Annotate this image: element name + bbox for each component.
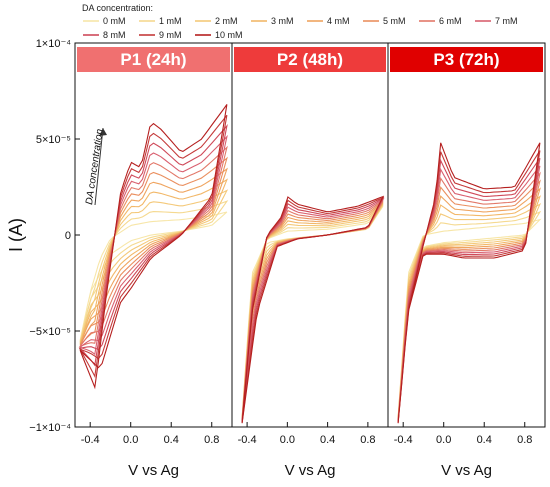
legend-entry-label: 10 mM	[215, 30, 243, 40]
cv-curve-4mM	[241, 201, 384, 420]
y-tick-label: −1×10⁻⁴	[29, 422, 71, 434]
cv-curve-10mM	[79, 104, 228, 390]
cv-curve-7mM	[78, 134, 228, 356]
cv-curve-0mM	[397, 218, 542, 418]
x-tick-label: 0.4	[477, 434, 492, 446]
cv-curve-2mM	[79, 189, 229, 343]
legend-entry-label: 6 mM	[439, 16, 462, 26]
panel-curves	[397, 142, 542, 424]
x-tick-label: 0.8	[360, 434, 375, 446]
x-tick-label: 0.4	[164, 434, 179, 446]
legend-title: DA concentration:	[82, 3, 153, 13]
x-tick-label: 0.8	[204, 434, 219, 446]
cv-curve-10mM	[397, 142, 541, 424]
x-axis-label: V vs Ag	[128, 462, 179, 479]
panel-title: P3 (72h)	[433, 50, 499, 69]
panel-title-banner	[234, 47, 386, 72]
x-tick-label: 0.8	[517, 434, 532, 446]
panel-1: P1 (24h) -0.4 0.0 0.4 0.8 V vs Ag DA concentra…	[74, 42, 233, 479]
legend-entry-label: 7 mM	[495, 16, 518, 26]
cv-curve-9mM	[397, 150, 541, 423]
cv-curve-8mM	[397, 157, 541, 423]
legend-entry-label: 0 mM	[103, 16, 126, 26]
cv-curve-3mM	[397, 195, 541, 420]
legend-entry-label: 2 mM	[215, 16, 238, 26]
x-tick-label: -0.4	[81, 434, 100, 446]
y-axis-label: I (A)	[6, 218, 26, 252]
cv-curve-0mM	[241, 205, 384, 418]
cv-curve-10mM	[241, 195, 385, 424]
x-tick-label: -0.4	[394, 434, 413, 446]
y-tick-label: 1×10⁻⁴	[36, 38, 72, 50]
panel-title-banner	[77, 47, 230, 72]
legend-entry-label: 1 mM	[159, 16, 182, 26]
x-tick-label: 0.0	[280, 434, 295, 446]
y-tick-label: 5×10⁻⁵	[36, 134, 71, 146]
legend-entry-label: 4 mM	[327, 16, 350, 26]
legend-entry-label: 9 mM	[159, 30, 182, 40]
cv-curve-8mM	[241, 197, 385, 423]
cv-curve-6mM	[78, 145, 228, 348]
panel-title: P2 (48h)	[277, 50, 343, 69]
annotation-arrow	[94, 127, 104, 206]
cv-curve-5mM	[397, 179, 541, 421]
cv-curve-5mM	[79, 156, 228, 346]
cv-curve-3mM	[241, 202, 384, 420]
cv-curve-6mM	[241, 199, 384, 421]
panel-2: P2 (48h) -0.4 0.0 0.4 0.8 V vs Ag	[231, 42, 389, 479]
annotation-arrowhead	[99, 128, 107, 136]
legend-entry-label: 5 mM	[383, 16, 406, 26]
y-tick-label: −5×10⁻⁵	[29, 326, 71, 338]
x-axis-label: V vs Ag	[441, 462, 492, 479]
x-tick-label: 0.4	[320, 434, 335, 446]
x-tick-label: -0.4	[238, 434, 257, 446]
cv-curve-2mM	[397, 203, 542, 419]
cv-curve-0mM	[79, 211, 228, 341]
panel-title-banner	[390, 47, 543, 72]
cv-curve-4mM	[79, 167, 228, 345]
x-axis-label: V vs Ag	[285, 462, 336, 479]
panel-frame	[231, 42, 389, 428]
panel-title: P1 (24h)	[120, 50, 186, 69]
cv-curve-1mM	[79, 200, 229, 342]
legend-entry-label: 8 mM	[103, 30, 126, 40]
annotation-text: DA concentration	[84, 128, 106, 206]
cv-curve-8mM	[79, 123, 228, 367]
x-tick-label: 0.0	[436, 434, 451, 446]
cv-curve-3mM	[79, 178, 229, 344]
panel-3: P3 (72h) -0.4 0.0 0.4 0.8 V vs Ag	[387, 42, 546, 479]
cv-curve-7mM	[397, 165, 541, 422]
cv-curve-7mM	[241, 198, 385, 422]
legend-entry-label: 3 mM	[271, 16, 294, 26]
cv-curve-9mM	[78, 114, 228, 379]
x-tick-label: 0.0	[123, 434, 138, 446]
y-tick-label: 0	[65, 230, 71, 242]
panel-curves	[78, 104, 229, 390]
cv-curve-9mM	[241, 196, 385, 423]
cv-curve-1mM	[397, 210, 542, 419]
cv-curve-5mM	[241, 200, 384, 421]
cv-curve-4mM	[397, 187, 541, 420]
panel-frame	[387, 42, 546, 428]
panel-curves	[241, 195, 385, 424]
cv-curve-6mM	[397, 171, 541, 421]
